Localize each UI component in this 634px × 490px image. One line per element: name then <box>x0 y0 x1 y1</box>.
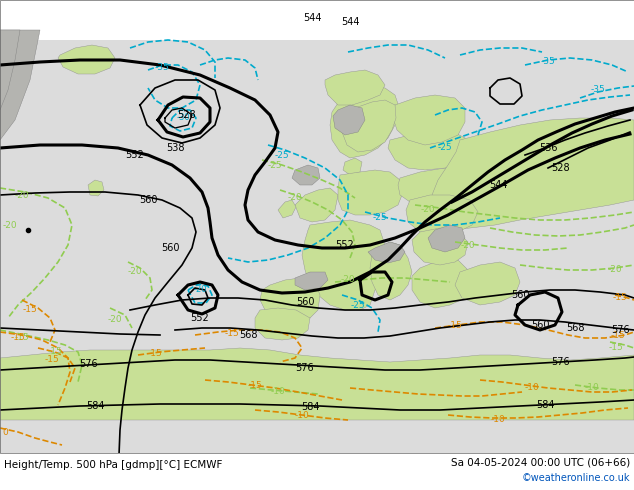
Polygon shape <box>412 260 472 308</box>
Text: -35: -35 <box>591 85 605 95</box>
Text: -20: -20 <box>340 275 355 285</box>
Text: -25: -25 <box>268 161 282 170</box>
Text: 544: 544 <box>489 180 507 190</box>
Polygon shape <box>302 220 395 310</box>
Polygon shape <box>58 45 115 74</box>
Polygon shape <box>455 262 520 305</box>
Text: 552: 552 <box>335 240 354 250</box>
Text: -25: -25 <box>437 144 452 152</box>
Text: -15: -15 <box>148 348 162 358</box>
Text: -25: -25 <box>351 300 365 310</box>
Text: -20: -20 <box>288 194 302 202</box>
Text: -10: -10 <box>271 388 285 396</box>
Polygon shape <box>393 95 465 145</box>
Text: -25: -25 <box>373 214 387 222</box>
Text: -35: -35 <box>155 64 169 73</box>
Text: -15: -15 <box>224 328 240 338</box>
Text: -20: -20 <box>421 205 436 215</box>
Text: -15: -15 <box>448 321 462 330</box>
Text: 538: 538 <box>165 143 184 153</box>
Text: -15: -15 <box>612 294 628 302</box>
Polygon shape <box>295 188 338 222</box>
Text: 576: 576 <box>79 359 97 369</box>
Text: 584: 584 <box>536 400 554 410</box>
Text: ©weatheronline.co.uk: ©weatheronline.co.uk <box>522 473 630 483</box>
Text: 552: 552 <box>126 150 145 160</box>
Polygon shape <box>325 70 385 105</box>
Text: Height/Temp. 500 hPa [gdmp][°C] ECMWF: Height/Temp. 500 hPa [gdmp][°C] ECMWF <box>4 460 223 470</box>
Text: 560: 560 <box>161 243 179 253</box>
Text: -15: -15 <box>15 334 29 343</box>
Text: 560: 560 <box>531 320 549 330</box>
Text: 576: 576 <box>295 363 314 373</box>
Text: 560: 560 <box>511 290 529 300</box>
Bar <box>0 40 634 460</box>
Polygon shape <box>0 348 634 420</box>
Polygon shape <box>278 200 296 218</box>
Text: -20: -20 <box>127 268 142 276</box>
Polygon shape <box>295 272 328 290</box>
Text: Sa 04-05-2024 00:00 UTC (06+66): Sa 04-05-2024 00:00 UTC (06+66) <box>451 457 630 467</box>
Polygon shape <box>255 308 310 340</box>
Text: -25: -25 <box>275 150 289 160</box>
Polygon shape <box>0 30 20 110</box>
Polygon shape <box>370 242 412 300</box>
Polygon shape <box>428 225 465 252</box>
Text: 584: 584 <box>301 402 320 412</box>
Polygon shape <box>333 105 365 135</box>
Text: 568: 568 <box>566 323 585 333</box>
Text: -20: -20 <box>15 191 29 199</box>
Text: -20: -20 <box>193 286 207 294</box>
Text: 560: 560 <box>295 297 314 307</box>
Polygon shape <box>338 170 402 215</box>
Text: -10: -10 <box>524 384 540 392</box>
Text: -10: -10 <box>585 384 599 392</box>
Polygon shape <box>292 165 320 185</box>
Polygon shape <box>342 100 396 152</box>
Polygon shape <box>406 195 478 235</box>
Text: 0: 0 <box>2 427 8 437</box>
Text: -15: -15 <box>248 381 262 390</box>
Text: 544: 544 <box>340 17 359 27</box>
Polygon shape <box>388 130 468 170</box>
Text: -15: -15 <box>44 356 60 365</box>
Text: -15: -15 <box>48 347 62 357</box>
Polygon shape <box>330 85 400 158</box>
Text: -35: -35 <box>541 57 555 67</box>
Text: -30: -30 <box>176 114 190 122</box>
Polygon shape <box>398 168 475 205</box>
Text: 560: 560 <box>139 195 157 205</box>
Text: 536: 536 <box>539 143 557 153</box>
Text: -15: -15 <box>23 305 37 315</box>
Polygon shape <box>0 30 40 140</box>
Text: -15: -15 <box>609 343 623 352</box>
Bar <box>0 453 634 490</box>
Text: -15: -15 <box>11 334 25 343</box>
Text: -10: -10 <box>491 415 505 423</box>
Text: -20: -20 <box>3 220 17 229</box>
Text: 544: 544 <box>303 13 321 23</box>
Polygon shape <box>430 118 634 230</box>
Text: -20: -20 <box>108 316 122 324</box>
Text: 584: 584 <box>86 401 104 411</box>
Text: -10: -10 <box>295 411 309 419</box>
Polygon shape <box>412 228 468 265</box>
Text: -15: -15 <box>611 330 625 340</box>
Text: 528: 528 <box>551 163 569 173</box>
Text: 552: 552 <box>191 313 209 323</box>
Polygon shape <box>368 242 405 263</box>
Polygon shape <box>343 158 362 175</box>
Text: 568: 568 <box>239 330 257 340</box>
Text: 576: 576 <box>611 325 630 335</box>
Polygon shape <box>88 180 104 196</box>
Polygon shape <box>260 278 320 322</box>
Text: -20: -20 <box>461 241 476 249</box>
Text: 576: 576 <box>551 357 569 367</box>
Text: -20: -20 <box>607 266 623 274</box>
Text: 528: 528 <box>178 110 197 120</box>
